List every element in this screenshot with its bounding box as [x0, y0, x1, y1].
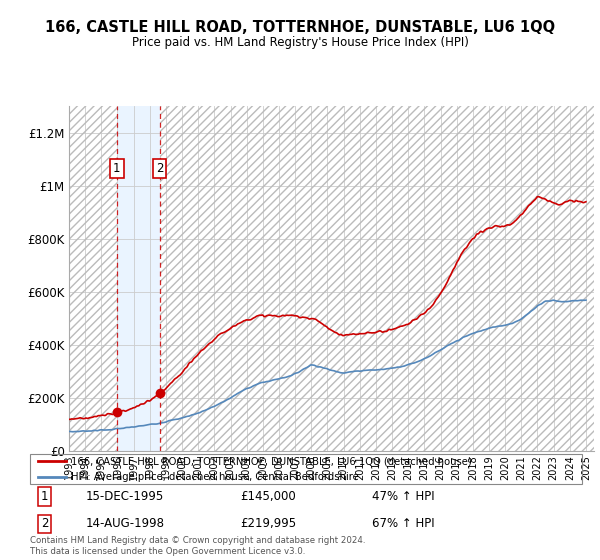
Bar	[69, 106, 117, 451]
Text: 67% ↑ HPI: 67% ↑ HPI	[372, 517, 435, 530]
Text: Price paid vs. HM Land Registry's House Price Index (HPI): Price paid vs. HM Land Registry's House …	[131, 36, 469, 49]
Text: Contains HM Land Registry data © Crown copyright and database right 2024.
This d: Contains HM Land Registry data © Crown c…	[30, 536, 365, 556]
Text: 166, CASTLE HILL ROAD, TOTTERNHOE, DUNSTABLE, LU6 1QQ: 166, CASTLE HILL ROAD, TOTTERNHOE, DUNST…	[45, 20, 555, 35]
Text: 166, CASTLE HILL ROAD, TOTTERNHOE, DUNSTABLE, LU6 1QQ (detached house): 166, CASTLE HILL ROAD, TOTTERNHOE, DUNST…	[71, 456, 472, 466]
Bar	[160, 106, 594, 451]
Text: HPI: Average price, detached house, Central Bedfordshire: HPI: Average price, detached house, Cent…	[71, 472, 359, 482]
Bar	[117, 106, 160, 451]
Text: 2: 2	[41, 517, 49, 530]
Text: 1: 1	[41, 490, 49, 503]
Text: 47% ↑ HPI: 47% ↑ HPI	[372, 490, 435, 503]
Text: 14-AUG-1998: 14-AUG-1998	[85, 517, 164, 530]
Text: 15-DEC-1995: 15-DEC-1995	[85, 490, 163, 503]
Text: 2: 2	[156, 162, 164, 175]
Text: £219,995: £219,995	[240, 517, 296, 530]
Text: £145,000: £145,000	[240, 490, 296, 503]
Bar	[160, 106, 594, 451]
Text: 1: 1	[113, 162, 121, 175]
Bar	[69, 106, 117, 451]
